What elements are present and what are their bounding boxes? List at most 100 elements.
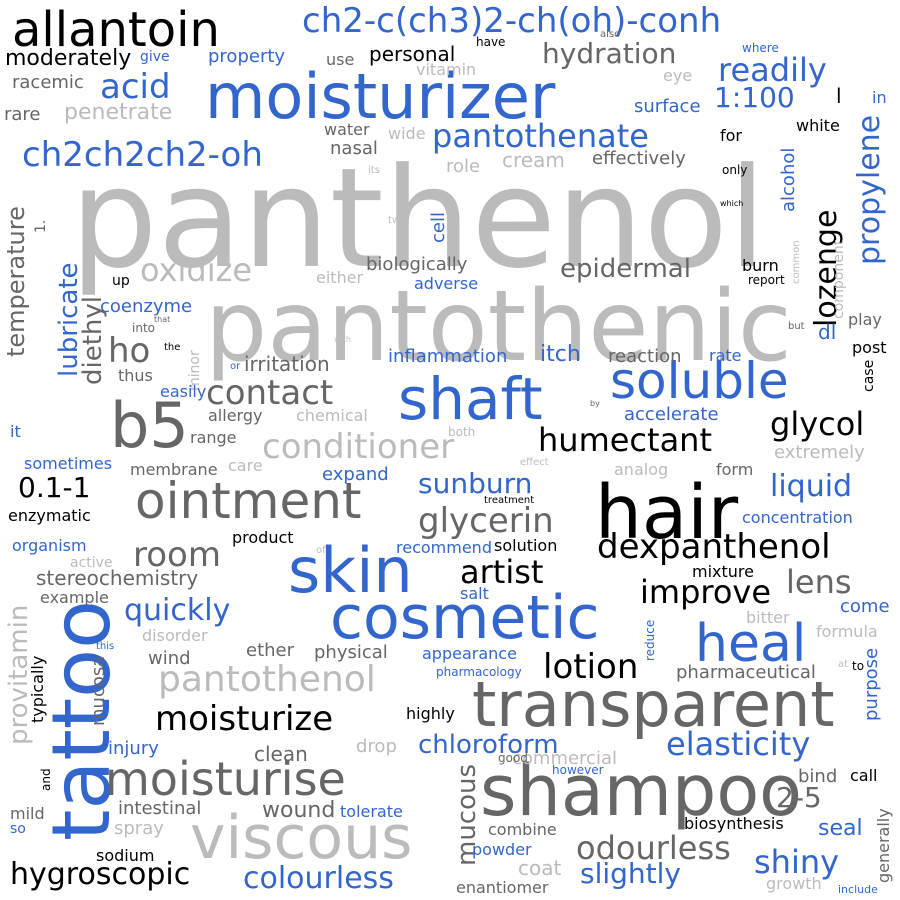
word-appearance: appearance [422,644,517,663]
word-improve: improve [640,573,772,611]
word-inflammation: inflammation [388,346,508,367]
word-two: two [388,215,407,226]
word-slightly: slightly [580,857,681,890]
word-b5: b5 [110,389,189,462]
word-call: call [850,766,878,785]
word-reduce: reduce [643,620,657,662]
word-have: have [476,35,506,49]
word-hair: hair [595,470,739,556]
word-colourless: colourless [243,861,394,896]
word-clean: clean [254,742,308,766]
word-typically: typically [28,656,47,724]
word-salt: salt [460,584,489,603]
word-sunburn: sunburn [418,467,533,500]
word-ch2-c-ch3-2-ch-oh-conh: ch2-c(ch3)2-ch(oh)-conh [302,1,722,41]
word-injury: injury [108,738,159,759]
word-easily: easily [160,382,207,401]
word-humectant: humectant [538,421,712,459]
word-wide: wide [388,124,426,143]
word-give: give [140,49,170,65]
word-moderately: moderately [5,46,132,71]
word-intestinal: intestinal [118,798,202,819]
word-personal: personal [369,42,456,66]
word-moisturise: moisturise [105,752,346,806]
word-use: use [326,50,355,69]
word-physical: physical [314,642,388,663]
word-water: water [324,120,370,139]
word-glycerin: glycerin [418,501,554,541]
word-ch2ch2ch2-oh: ch2ch2ch2-oh [22,135,263,175]
word-coat: coat [518,856,562,880]
word-for: for [720,126,742,145]
word-itch: itch [540,342,581,367]
word-effect: effect [520,457,549,468]
word-but: but [788,321,805,332]
word-mild: mild [10,804,45,823]
word-by: by [590,399,600,408]
word-transparent: transparent [472,668,835,741]
word-hygroscopic: hygroscopic [10,857,191,892]
word-1: 1. [33,220,49,234]
word-case: case [861,360,877,393]
word-lens: lens [786,563,852,601]
word-role: role [446,156,481,177]
word-odourless: odourless [576,829,731,867]
word-shiny: shiny [754,843,840,881]
word-disorder: disorder [142,626,208,645]
word-conditioner: conditioner [262,427,455,467]
word-reaction: reaction [608,346,682,367]
word-include: include [838,883,878,896]
word-viscous: viscous [190,803,413,873]
word-up: up [112,273,130,289]
word-cell: cell [428,212,449,243]
word-its: its [368,165,380,176]
word-vitamin: vitamin [416,60,477,79]
word-good: good [498,751,528,765]
word-analog: analog [614,460,669,479]
word-quickly: quickly [124,593,231,628]
word-accelerate: accelerate [624,404,719,425]
word-enzymatic: enzymatic [8,506,91,525]
word-moisturize: moisturize [155,699,334,739]
word-biosynthesis: biosynthesis [684,814,784,833]
word-heal: heal [695,614,807,674]
word-come: come [840,596,890,617]
word-cosmetic: cosmetic [330,583,600,653]
word-so: so [10,821,26,837]
word-into: into [132,321,155,335]
word-recommend: recommend [396,538,492,557]
word-both: both [448,425,476,439]
word-l: l [836,84,842,108]
word-dexpanthenol: dexpanthenol [597,527,831,567]
word-common: common [791,240,802,284]
word-temperature: temperature [2,206,30,357]
word-expand: expand [322,464,389,485]
word-growth: growth [766,874,822,893]
word-epidermal: epidermal [560,254,691,284]
word-cream: cream [502,148,565,172]
word-coenzyme: coenzyme [100,296,193,317]
word-liquid: liquid [770,469,853,504]
word-of: of [316,545,326,556]
word-ointment: ointment [135,472,362,530]
word-enantiomer: enantiomer [456,878,549,897]
word-wound: wound [262,798,336,823]
word-pantothenic: pantothenic [205,270,792,384]
word-powder: powder [472,840,532,859]
word-active: active [70,555,113,571]
word-pharmaceutical: pharmaceutical [676,662,816,683]
word-solution: solution [494,536,558,555]
word-post: post [852,338,887,357]
word-pharmacology: pharmacology [436,665,522,679]
word-form: form [716,460,754,479]
word-and: and [39,768,53,791]
word-nasal: nasal [330,138,378,159]
word-tolerate: tolerate [340,802,403,821]
word-formula: formula [816,622,878,641]
word-generally: generally [874,808,893,883]
word-1-100: 1:100 [714,81,795,114]
word-white: white [796,116,840,135]
word-combine: combine [488,820,557,839]
word-mucosa: mucosa [88,656,109,727]
